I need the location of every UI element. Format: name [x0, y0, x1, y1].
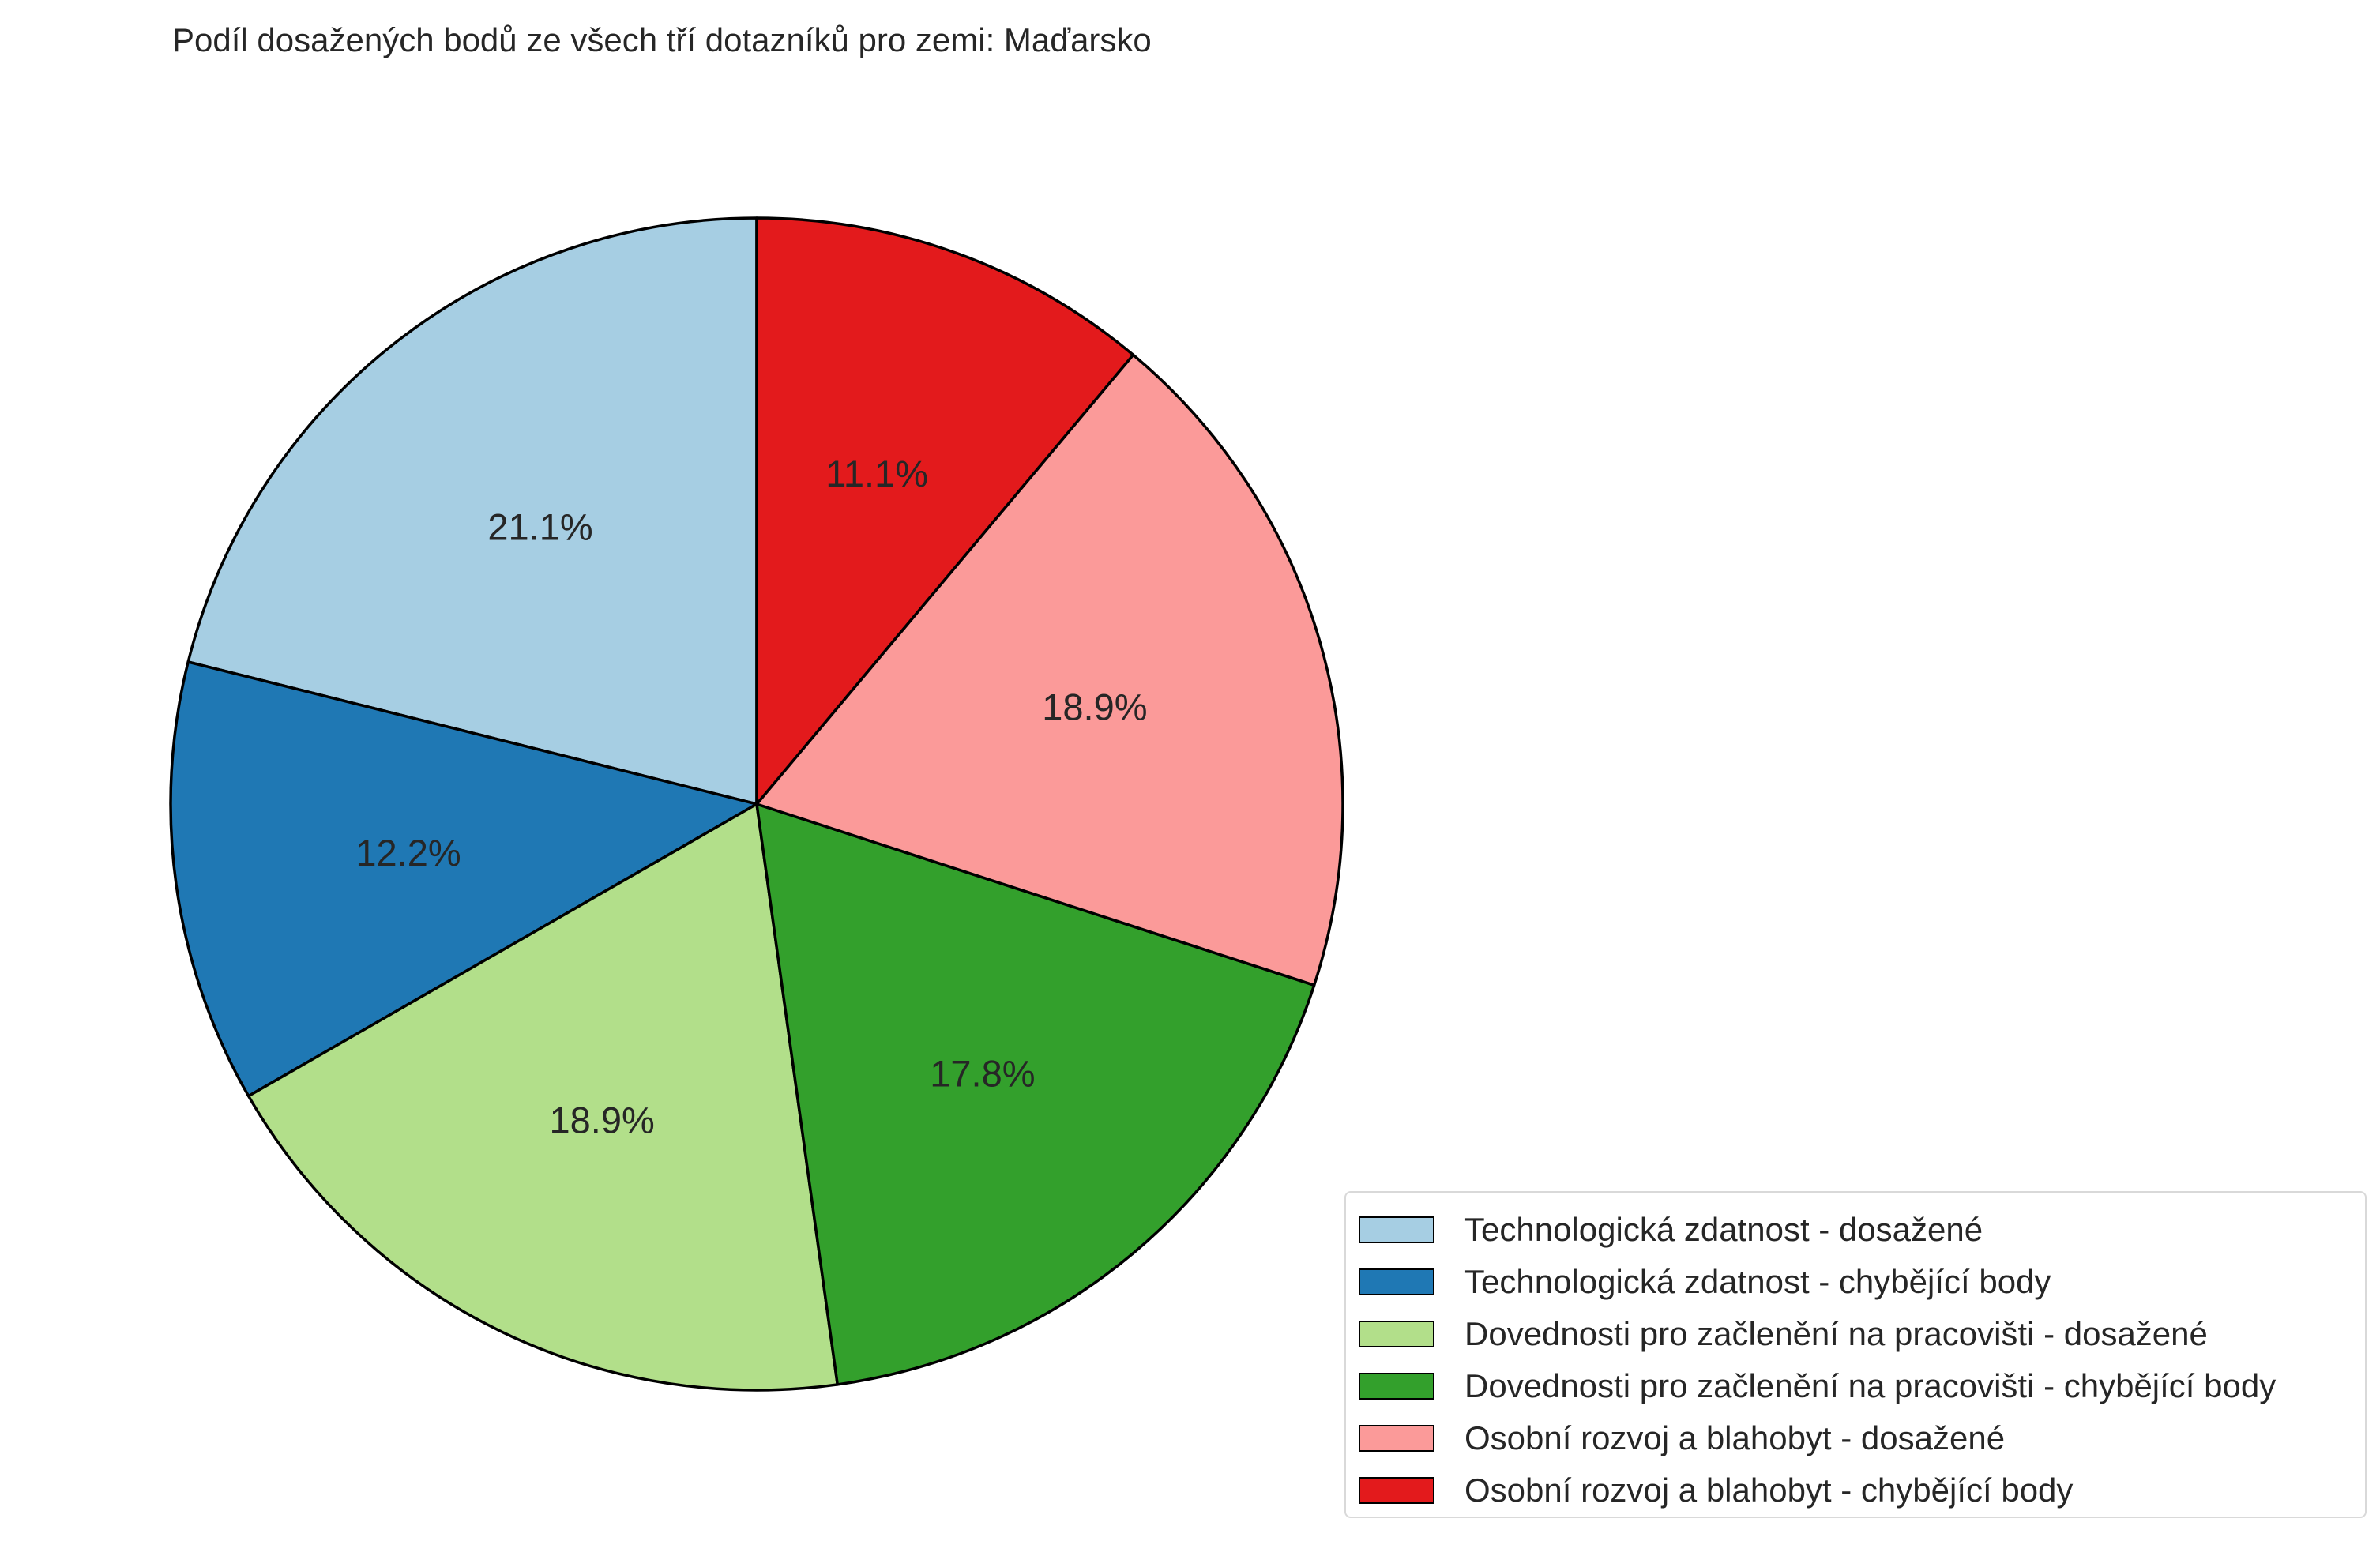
slice-percent-label-0: 21.1%	[487, 506, 592, 548]
legend-item-2: Dovednosti pro začlenění na pracovišti -…	[1346, 1308, 2365, 1360]
legend-label: Dovednosti pro začlenění na pracovišti -…	[1464, 1315, 2208, 1352]
slice-percent-label-4: 18.9%	[1042, 686, 1147, 728]
legend-item-0: Technologická zdatnost - dosažené	[1346, 1204, 2365, 1256]
pie-slice-2	[246, 802, 839, 1392]
legend-item-5: Osobní rozvoj a blahobyt - chybějící bod…	[1346, 1464, 2365, 1517]
pie-slice-3	[755, 802, 1316, 1386]
legend-swatch	[1359, 1321, 1434, 1347]
legend-item-4: Osobní rozvoj a blahobyt - dosažené	[1346, 1412, 2365, 1464]
legend-item-1: Technologická zdatnost - chybějící body	[1346, 1256, 2365, 1308]
pie-slices	[169, 216, 1344, 1392]
legend-swatch	[1359, 1268, 1434, 1295]
legend-swatch	[1359, 1373, 1434, 1400]
slice-percent-label-1: 12.2%	[355, 832, 461, 874]
legend-label: Osobní rozvoj a blahobyt - dosažené	[1464, 1419, 2006, 1456]
legend-item-3: Dovednosti pro začlenění na pracovišti -…	[1346, 1360, 2365, 1412]
legend-swatch	[1359, 1477, 1434, 1504]
legend-label: Osobní rozvoj a blahobyt - chybějící bod…	[1464, 1471, 2074, 1509]
pie-slice-5	[755, 216, 1135, 806]
slice-percent-label-2: 18.9%	[549, 1099, 654, 1141]
pie-slice-labels: 21.1% 12.2% 18.9% 17.8% 18.9% 11.1%	[355, 453, 1147, 1141]
legend-label: Technologická zdatnost - chybějící body	[1464, 1263, 2051, 1300]
slice-percent-label-5: 11.1%	[825, 453, 928, 494]
legend-swatch	[1359, 1425, 1434, 1452]
legend: Technologická zdatnost - dosažené Technol…	[1344, 1191, 2367, 1518]
legend-label: Dovednosti pro začlenění na pracovišti -…	[1464, 1367, 2277, 1404]
pie-slice-1	[169, 660, 758, 1098]
slice-percent-label-3: 17.8%	[930, 1053, 1035, 1095]
legend-label: Technologická zdatnost - dosažené	[1464, 1211, 1983, 1248]
legend-swatch	[1359, 1216, 1434, 1243]
chart-title: Podíl dosažených bodů ze všech tří dotaz…	[172, 21, 1152, 58]
pie-slice-0	[186, 216, 758, 806]
pie-slice-4	[755, 353, 1344, 987]
